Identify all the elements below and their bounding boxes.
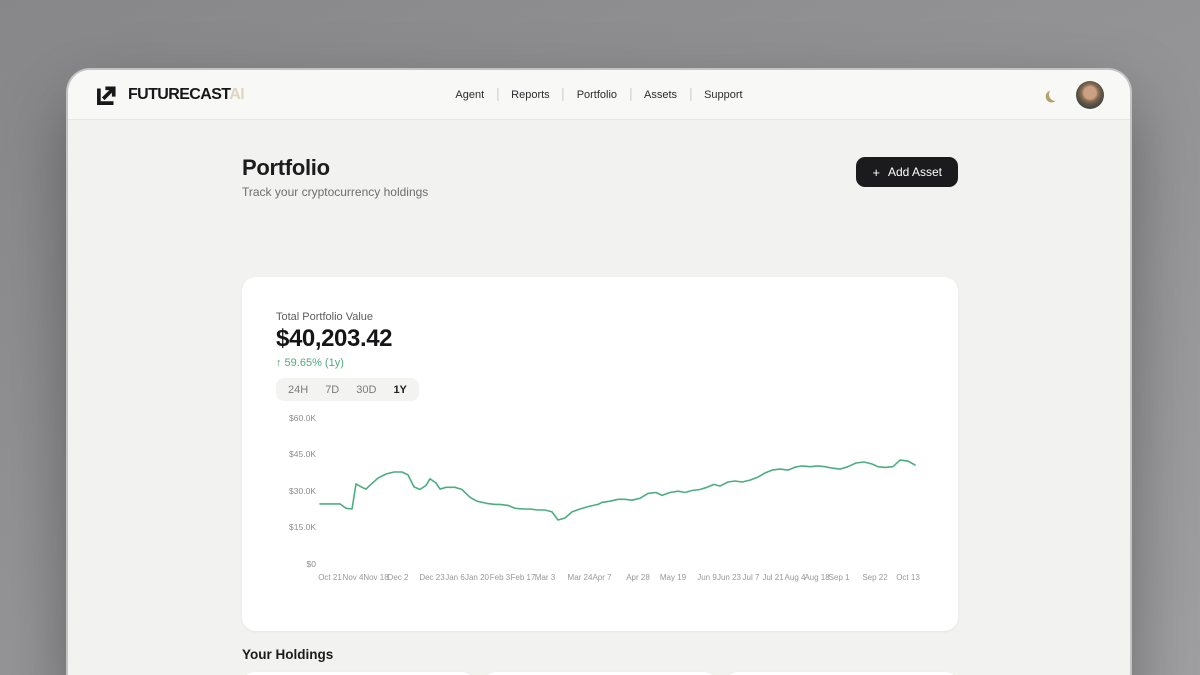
nav-divider — [497, 88, 499, 101]
portfolio-line — [319, 459, 916, 521]
x-tick-label: Jun 9 — [697, 573, 717, 582]
x-tick-label: Mar 3 — [534, 573, 556, 582]
add-asset-button[interactable]: + Add Asset — [856, 157, 958, 187]
y-tick-label: $45.0K — [289, 449, 316, 459]
range-7d[interactable]: 7D — [325, 383, 340, 396]
range-24h[interactable]: 24H — [288, 383, 309, 396]
x-tick-label: Oct 21 — [318, 573, 342, 582]
x-tick-label: Feb 17 — [510, 573, 536, 582]
holdings-section-title: Your Holdings — [242, 647, 334, 662]
brand-name: FUTURECASTAI — [128, 85, 245, 103]
x-tick-label: Sep 1 — [828, 573, 850, 582]
x-tick-label: Apr 7 — [592, 573, 612, 582]
page-head: Portfolio Track your cryptocurrency hold… — [242, 155, 958, 199]
x-tick-label: Jul 7 — [742, 573, 760, 582]
x-tick-label: Jun 23 — [716, 573, 742, 582]
x-tick-label: Mar 24 — [567, 573, 593, 582]
x-tick-label: Dec 23 — [419, 573, 445, 582]
portfolio-value-card: Total Portfolio Value $40,203.42 ↑ 59.65… — [242, 277, 958, 631]
x-tick-label: Nov 18 — [363, 573, 389, 582]
header-actions — [1048, 80, 1104, 109]
holding-card-bch[interactable]: B Bitcoin Cash BCH AI Score: -1 (Slightl… — [242, 672, 474, 675]
x-tick-label: Nov 4 — [342, 573, 364, 582]
holdings-cards: B Bitcoin Cash BCH AI Score: -1 (Slightl… — [242, 672, 958, 675]
nav-item-agent[interactable]: Agent — [455, 88, 485, 101]
y-tick-label: $60.0K — [289, 413, 316, 423]
add-asset-label: Add Asset — [887, 165, 942, 179]
nav-item-support[interactable]: Support — [704, 88, 743, 101]
nav-divider — [690, 88, 692, 101]
x-tick-label: Jan 6 — [445, 573, 465, 582]
x-axis-labels: Oct 21 Nov 4 Nov 18 Dec 2 Dec 23 Jan 6 Jan 20 F… — [242, 277, 958, 631]
portfolio-line-chart[interactable] — [319, 416, 918, 566]
main-nav: Agent Reports Portfolio Assets Support — [442, 88, 755, 101]
page-title: Portfolio — [242, 155, 330, 180]
x-tick-label: May 19 — [659, 573, 687, 582]
brand-suffix: AI — [229, 85, 245, 103]
brand-logo[interactable]: FUTURECASTAI — [94, 82, 245, 108]
nav-divider — [562, 88, 564, 101]
portfolio-change-badge: ↑ 59.65% (1y) — [276, 357, 344, 369]
nav-item-portfolio[interactable]: Portfolio — [576, 88, 618, 101]
x-tick-label: Feb 3 — [489, 573, 511, 582]
plus-icon: + — [872, 164, 880, 180]
nav-divider — [630, 88, 632, 101]
time-range-selector: 24H 7D 30D 1Y — [276, 378, 419, 401]
nav-item-reports[interactable]: Reports — [511, 88, 550, 101]
y-tick-label: $30.0K — [289, 486, 316, 496]
dark-mode-moon-icon[interactable] — [1048, 87, 1063, 102]
nav-item-assets[interactable]: Assets — [644, 88, 678, 101]
y-tick-label: $15.0K — [289, 522, 316, 532]
x-tick-label: Dec 2 — [387, 573, 409, 582]
x-tick-label: Jan 20 — [464, 573, 490, 582]
y-tick-label: $0 — [306, 559, 316, 569]
holding-card-sol[interactable]: B Solana SOL AI Score: -1 (Slightly Bear… — [726, 672, 958, 675]
user-avatar[interactable] — [1076, 80, 1104, 109]
x-tick-label: Aug 18 — [804, 573, 830, 582]
app-header: FUTURECASTAI Agent Reports Portfolio Ass… — [68, 70, 1130, 120]
x-tick-label: Apr 28 — [626, 573, 650, 582]
app-window: FUTURECASTAI Agent Reports Portfolio Ass… — [68, 70, 1130, 675]
arrow-up-right-logo-icon — [97, 85, 116, 105]
total-portfolio-value-label: Total Portfolio Value — [276, 311, 374, 323]
page-subtitle: Track your cryptocurrency holdings — [242, 185, 429, 199]
x-tick-label: Sep 22 — [862, 573, 888, 582]
range-1y[interactable]: 1Y — [393, 383, 407, 396]
x-tick-label: Oct 13 — [896, 573, 920, 582]
x-tick-label: Aug 4 — [784, 573, 806, 582]
holding-card-eth[interactable]: B Ethereum ETH AI Score: -4 (Slightly Be… — [484, 672, 716, 675]
x-tick-label: Jul 21 — [762, 573, 784, 582]
total-portfolio-value: $40,203.42 — [276, 325, 393, 352]
range-30d[interactable]: 30D — [356, 383, 377, 396]
y-axis-labels: $60.0K $45.0K $30.0K $15.0K $0 — [242, 277, 316, 631]
